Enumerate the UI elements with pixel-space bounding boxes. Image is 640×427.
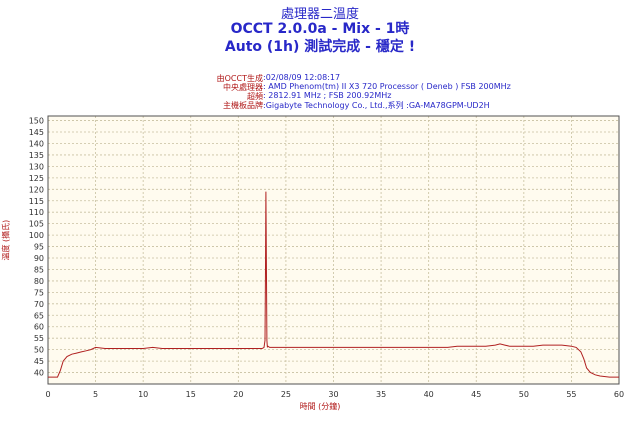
chart-subtitle: OCCT 2.0.0a - Mix - 1時 — [230, 21, 410, 37]
y-tick-label: 65 — [34, 311, 44, 320]
x-tick-label: 45 — [471, 390, 481, 399]
y-tick-label: 145 — [29, 128, 44, 137]
y-tick-label: 120 — [29, 185, 44, 194]
info-label: 中央處理器 — [223, 83, 263, 92]
info-label: 主機板品牌 — [223, 101, 263, 110]
y-tick-label: 110 — [29, 208, 44, 217]
info-label: 超頻 — [247, 92, 263, 101]
chart-title: 處理器二溫度 — [280, 7, 359, 22]
y-tick-label: 50 — [34, 346, 44, 355]
x-tick-label: 20 — [233, 390, 243, 399]
y-tick-label: 150 — [29, 117, 44, 126]
y-tick-label: 140 — [29, 139, 44, 148]
y-tick-label: 40 — [34, 369, 44, 378]
x-tick-label: 25 — [281, 390, 291, 399]
x-tick-label: 5 — [93, 390, 98, 399]
y-tick-label: 70 — [34, 300, 44, 309]
y-tick-label: 135 — [29, 151, 44, 160]
y-tick-label: 95 — [34, 243, 44, 252]
series-line — [48, 191, 619, 378]
info-value: : 2812.91 MHz ; FSB 200.92MHz — [263, 91, 392, 100]
x-axis-label: 時間 (分鐘) — [299, 402, 341, 411]
y-tick-label: 75 — [34, 288, 44, 297]
x-tick-label: 10 — [138, 390, 148, 399]
plot-border — [47, 115, 620, 385]
x-tick-label: 30 — [328, 390, 338, 399]
y-axis-label: 溫度 (攝氏) — [1, 219, 11, 261]
y-tick-label: 125 — [29, 174, 44, 183]
x-tick-label: 40 — [424, 390, 434, 399]
y-tick-label: 45 — [34, 357, 44, 366]
chart-status: Auto (1h) 測試完成 - 穩定 ! — [224, 39, 416, 55]
x-tick-label: 55 — [566, 390, 576, 399]
y-tick-label: 85 — [34, 265, 44, 274]
info-value: :Gigabyte Technology Co., Ltd.,系列 :GA-MA… — [263, 101, 490, 110]
info-label: 由OCCT生成 — [216, 74, 263, 83]
y-tick-label: 130 — [29, 162, 44, 171]
x-tick-label: 60 — [614, 390, 624, 399]
y-tick-label: 105 — [29, 220, 44, 229]
x-tick-label: 35 — [376, 390, 386, 399]
x-tick-label: 0 — [45, 390, 50, 399]
y-tick-label: 55 — [34, 334, 44, 343]
y-tick-label: 90 — [34, 254, 44, 263]
info-value: : AMD Phenom(tm) II X3 720 Processor ( D… — [263, 82, 511, 91]
x-tick-label: 50 — [519, 390, 529, 399]
info-value: :02/08/09 12:08:17 — [263, 73, 341, 82]
y-tick-label: 80 — [34, 277, 44, 286]
y-tick-label: 60 — [34, 323, 44, 332]
x-tick-label: 15 — [186, 390, 196, 399]
y-tick-label: 100 — [29, 231, 44, 240]
y-tick-label: 115 — [29, 197, 44, 206]
